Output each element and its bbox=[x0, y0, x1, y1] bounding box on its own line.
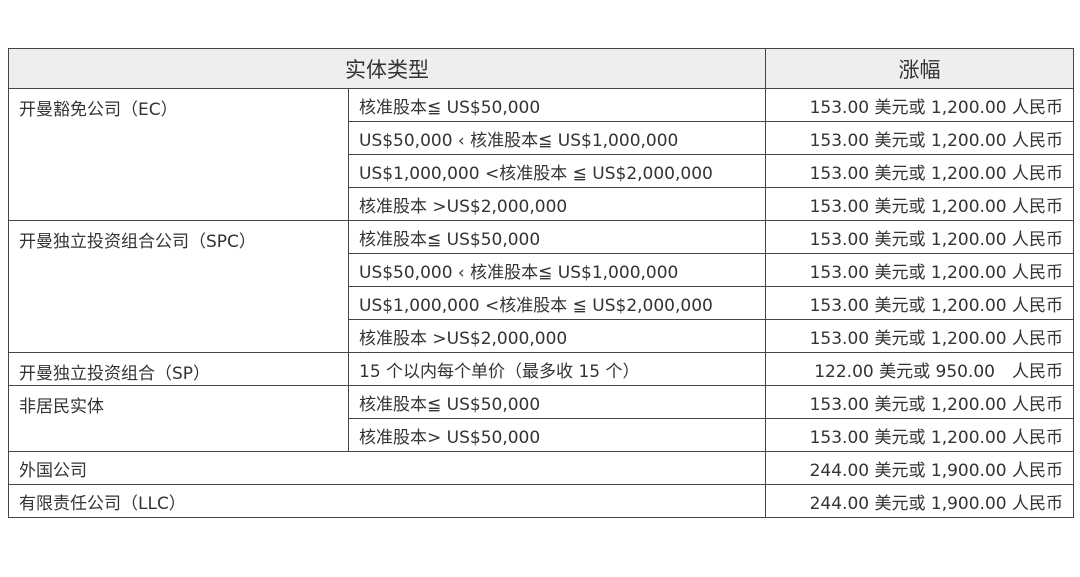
entity-type-cell: 有限责任公司（LLC） bbox=[8, 484, 766, 518]
entity-type-cell: 外国公司 bbox=[8, 451, 766, 485]
fee-cell: 153.00 美元或 1,200.00 人民币 bbox=[765, 418, 1074, 452]
table-row: US$1,000,000 <核准股本 ≦ US$2,000,000 153.00 … bbox=[9, 286, 1074, 320]
table-row: US$1,000,000 <核准股本 ≦ US$2,000,000 153.00 … bbox=[9, 154, 1074, 188]
entity-type-cell: 开曼独立投资组合公司（SPC） bbox=[8, 220, 349, 353]
fee-cell: 244.00 美元或 1,900.00 人民币 bbox=[765, 484, 1074, 518]
condition-cell: 核准股本≦ US$50,000 bbox=[348, 385, 766, 419]
header-entity-type: 实体类型 bbox=[8, 48, 766, 89]
fee-cell: 153.00 美元或 1,200.00 人民币 bbox=[765, 154, 1074, 188]
table-row: 开曼独立投资组合公司（SPC） 核准股本≦ US$50,000 153.00 美元或… bbox=[8, 220, 1074, 353]
condition-cell: US$50,000 ‹ 核准股本≦ US$1,000,000 bbox=[348, 253, 766, 287]
table-row: 外国公司 244.00 美元或 1,900.00 人民币 bbox=[8, 451, 1074, 485]
fee-cell: 153.00 美元或 1,200.00 人民币 bbox=[765, 220, 1074, 254]
condition-cell: 核准股本> US$50,000 bbox=[348, 418, 766, 452]
entity-type-cell: 非居民实体 bbox=[8, 385, 349, 452]
table-row: 有限责任公司（LLC） 244.00 美元或 1,900.00 人民币 bbox=[8, 484, 1074, 518]
entity-type-cell: 开曼豁免公司（EC） bbox=[8, 88, 349, 221]
fee-cell: 153.00 美元或 1,200.00 人民币 bbox=[765, 319, 1074, 353]
condition-cell: US$50,000 ‹ 核准股本≦ US$1,000,000 bbox=[348, 121, 766, 155]
fee-cell: 244.00 美元或 1,900.00 人民币 bbox=[765, 451, 1074, 485]
fee-cell: 122.00 美元或 950.00 人民币 bbox=[765, 352, 1074, 386]
table-row: 核准股本> US$50,000 153.00 美元或 1,200.00 人民币 bbox=[9, 418, 1074, 452]
table-row: 开曼独立投资组合（SP） 15 个以内每个单价（最多收 15 个） 122.00 美… bbox=[8, 352, 1074, 386]
table-row: 核准股本 >US$2,000,000 153.00 美元或 1,200.00 人民… bbox=[9, 319, 1074, 353]
condition-cell: 核准股本 >US$2,000,000 bbox=[348, 187, 766, 221]
table-row: 核准股本 >US$2,000,000 153.00 美元或 1,200.00 人民… bbox=[9, 187, 1074, 221]
table-row: US$50,000 ‹ 核准股本≦ US$1,000,000 153.00 美元或… bbox=[9, 121, 1074, 155]
fee-cell: 153.00 美元或 1,200.00 人民币 bbox=[765, 385, 1074, 419]
fee-cell: 153.00 美元或 1,200.00 人民币 bbox=[765, 253, 1074, 287]
header-fee: 涨幅 bbox=[765, 48, 1074, 89]
table-row: US$50,000 ‹ 核准股本≦ US$1,000,000 153.00 美元或… bbox=[9, 253, 1074, 287]
fee-cell: 153.00 美元或 1,200.00 人民币 bbox=[765, 121, 1074, 155]
condition-cell: 核准股本≦ US$50,000 bbox=[348, 220, 766, 254]
condition-cell: 核准股本≦ US$50,000 bbox=[348, 88, 766, 122]
fee-cell: 153.00 美元或 1,200.00 人民币 bbox=[765, 88, 1074, 122]
fee-cell: 153.00 美元或 1,200.00 人民币 bbox=[765, 286, 1074, 320]
condition-cell: US$1,000,000 <核准股本 ≦ US$2,000,000 bbox=[348, 286, 766, 320]
table-row: 非居民实体 核准股本≦ US$50,000 153.00 美元或 1,200.00 … bbox=[8, 385, 1074, 452]
entity-type-cell: 开曼独立投资组合（SP） bbox=[8, 352, 349, 386]
condition-cell: 15 个以内每个单价（最多收 15 个） bbox=[348, 352, 766, 386]
table-row: 开曼豁免公司（EC） 核准股本≦ US$50,000 153.00 美元或 1,20… bbox=[8, 88, 1074, 221]
header-row: 实体类型 涨幅 bbox=[8, 48, 1074, 89]
fee-table: 实体类型 涨幅 开曼豁免公司（EC） 核准股本≦ US$50,000 153.00 … bbox=[8, 48, 1074, 518]
fee-cell: 153.00 美元或 1,200.00 人民币 bbox=[765, 187, 1074, 221]
condition-cell: 核准股本 >US$2,000,000 bbox=[348, 319, 766, 353]
condition-cell: US$1,000,000 <核准股本 ≦ US$2,000,000 bbox=[348, 154, 766, 188]
